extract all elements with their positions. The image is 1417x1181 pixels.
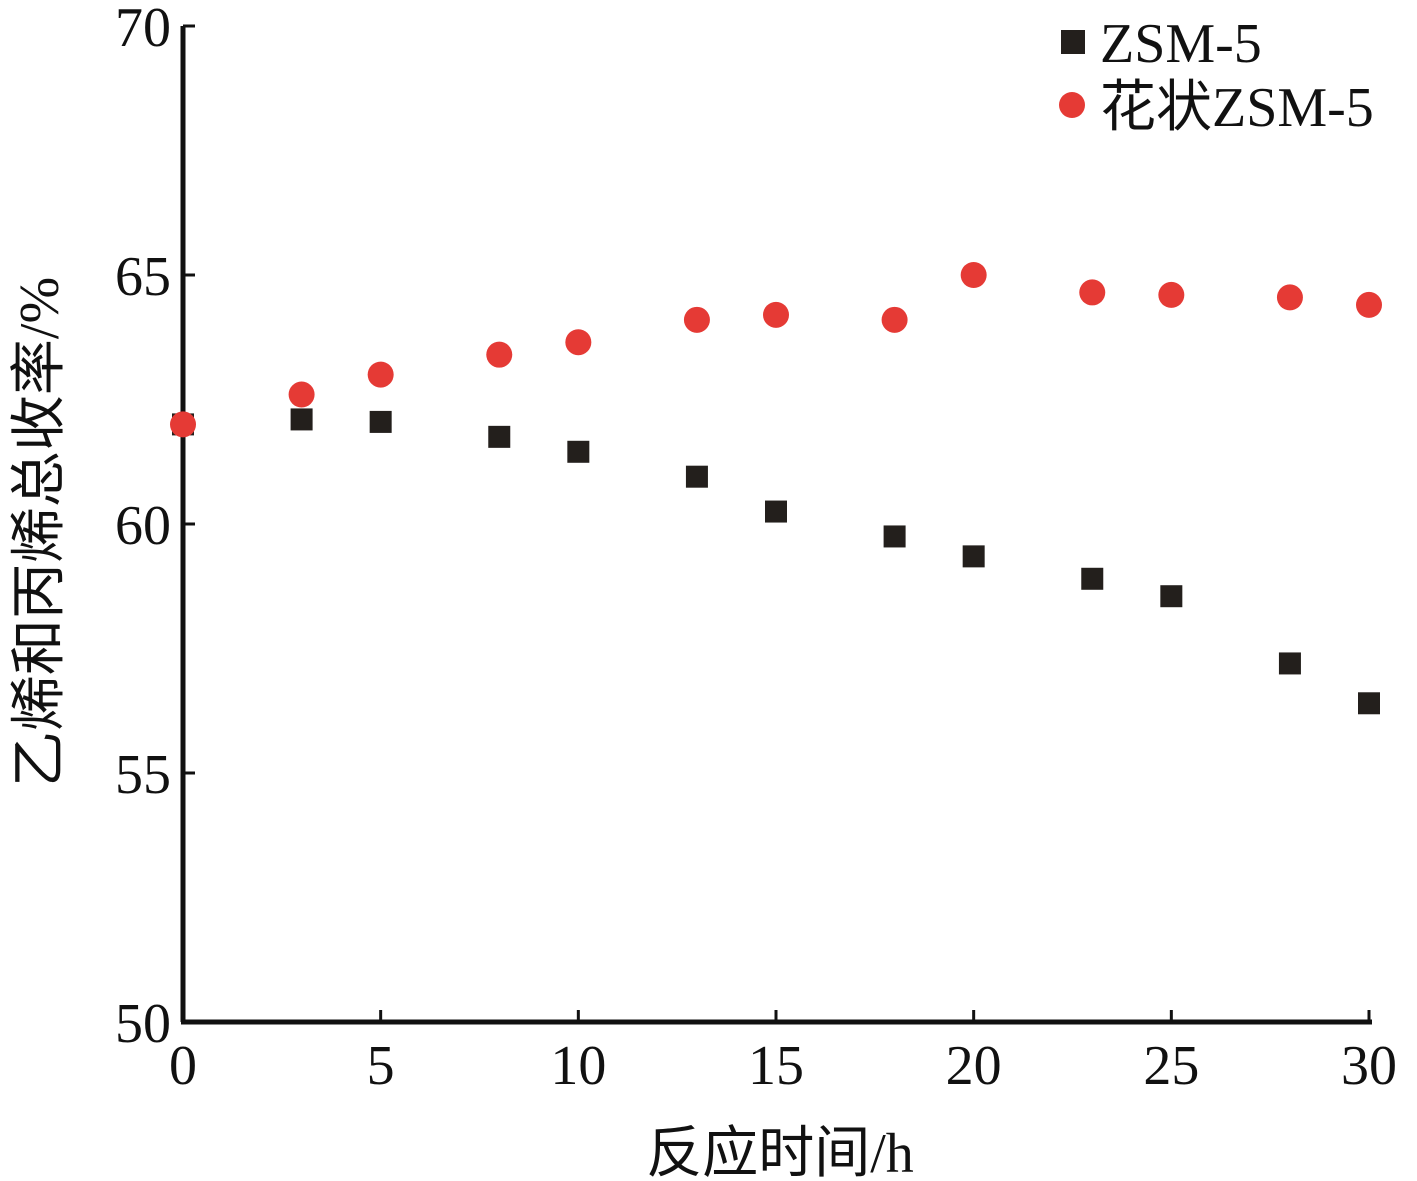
data-point-circle [170, 411, 196, 438]
y-axis-title: 乙烯和丙烯总收率/% [9, 277, 71, 787]
series-1 [172, 408, 1380, 715]
y-tick-label: 50 [115, 993, 171, 1055]
x-tick-label: 15 [748, 1035, 804, 1097]
data-point-circle [367, 361, 394, 388]
legend-label-zsm5: ZSM-5 [1100, 13, 1262, 75]
series-2 [170, 262, 1382, 438]
data-point-circle [1276, 284, 1303, 311]
ticks: 0 5 10 15 20 25 30 50 55 60 65 70 [115, 0, 1397, 1097]
data-point-circle [288, 381, 315, 408]
y-tick-label: 55 [115, 744, 171, 806]
data-point-square [488, 425, 511, 448]
data-point-circle [1356, 291, 1382, 318]
data-point-square [962, 545, 985, 568]
data-point-circle [881, 306, 908, 333]
data-point-circle [1158, 281, 1185, 308]
data-point-square [290, 408, 313, 431]
data-point-square [1081, 567, 1104, 590]
axes [180, 26, 1372, 1025]
x-tick-label: 20 [946, 1035, 1002, 1097]
x-tick-label: 0 [169, 1035, 197, 1097]
y-tick-label: 65 [115, 246, 171, 308]
x-tick-label: 10 [550, 1035, 606, 1097]
data-point-square [765, 500, 787, 523]
legend-marker-flower-zsm5 [1059, 92, 1085, 118]
y-tick-label: 60 [115, 495, 171, 557]
data-point-square [1278, 652, 1301, 675]
data-point-circle [486, 341, 513, 368]
data-point-circle [683, 306, 710, 333]
data-point-square [369, 410, 392, 433]
legend-label-flower-zsm5: 花状ZSM-5 [1100, 77, 1374, 139]
data-point-square [685, 465, 708, 488]
x-axis-title: 反应时间/h [646, 1123, 914, 1181]
data-point-circle [960, 262, 987, 288]
data-point-circle [1079, 279, 1106, 306]
data-point-circle [565, 329, 592, 356]
data-point-square [1160, 585, 1183, 608]
x-tick-label: 30 [1341, 1035, 1397, 1097]
legend-marker-zsm5 [1061, 30, 1085, 54]
data-point-square [883, 525, 906, 548]
data-markers [170, 262, 1382, 715]
data-point-square [567, 440, 590, 463]
data-point-square [1358, 692, 1380, 715]
legend: ZSM-5 花状ZSM-5 [1059, 13, 1374, 139]
x-tick-label: 25 [1143, 1035, 1199, 1097]
x-tick-label: 5 [367, 1035, 395, 1097]
y-tick-label: 70 [115, 0, 171, 59]
data-point-circle [763, 301, 789, 328]
